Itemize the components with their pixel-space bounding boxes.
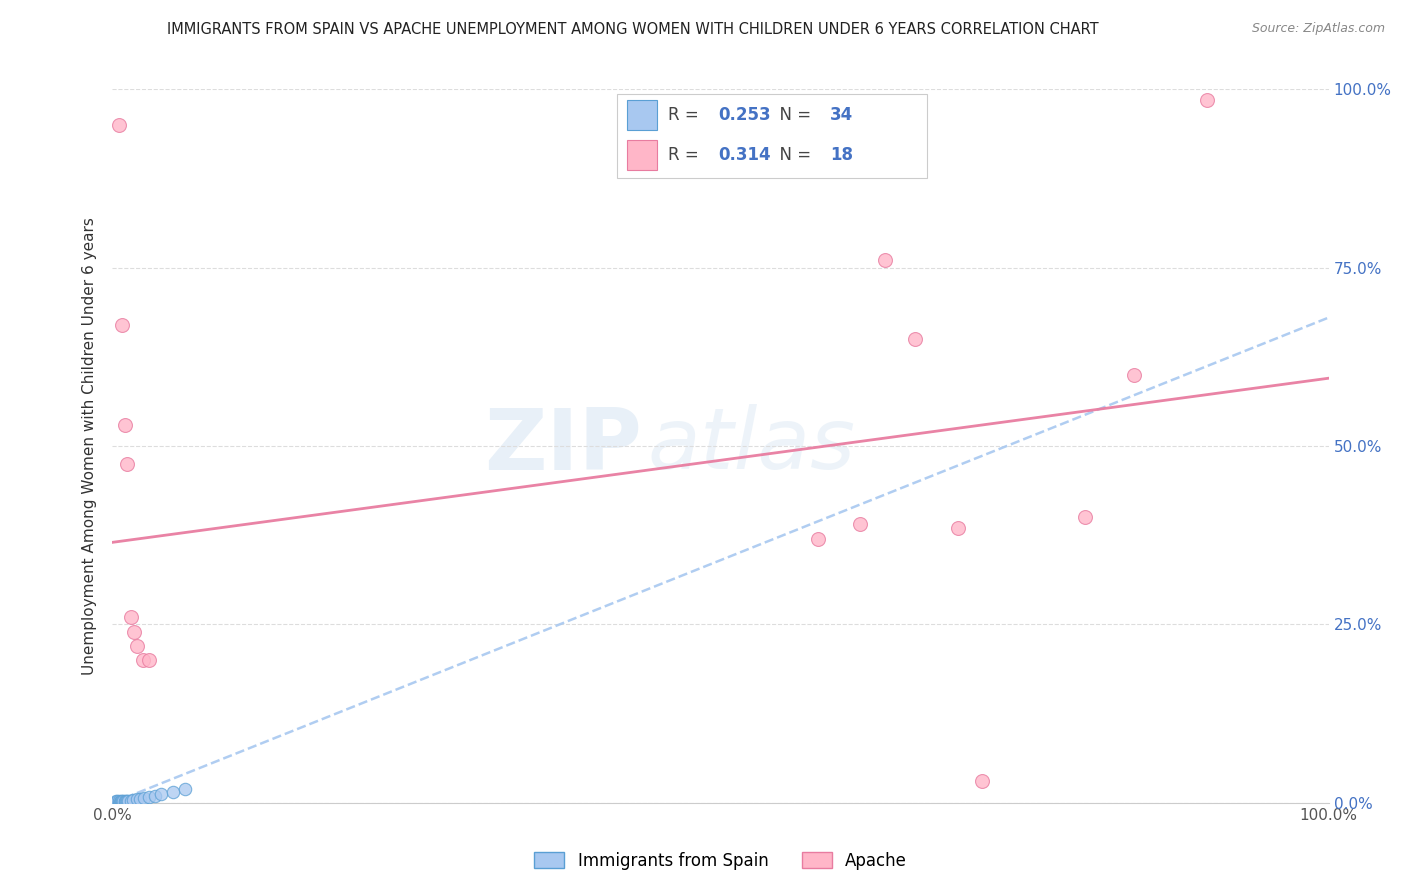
Text: 18: 18	[830, 145, 853, 164]
Point	[112, 794, 135, 808]
Point	[108, 795, 131, 809]
Text: 0.314: 0.314	[718, 145, 770, 164]
Point	[120, 794, 142, 808]
Point	[108, 796, 131, 810]
Point	[107, 794, 129, 808]
Point	[115, 457, 138, 471]
Point	[104, 796, 127, 810]
Point	[873, 253, 896, 268]
Point	[105, 796, 128, 810]
Point	[114, 794, 136, 808]
Point	[114, 417, 136, 432]
Text: N =: N =	[769, 106, 817, 124]
Point	[120, 610, 142, 624]
Point	[125, 792, 148, 806]
Point	[103, 796, 125, 810]
Point	[105, 794, 128, 808]
Point	[115, 794, 138, 808]
Point	[1074, 510, 1097, 524]
Point	[114, 795, 136, 809]
Point	[122, 793, 145, 807]
Point	[125, 639, 148, 653]
FancyBboxPatch shape	[627, 101, 658, 130]
Text: 0.253: 0.253	[718, 106, 770, 124]
Y-axis label: Unemployment Among Women with Children Under 6 years: Unemployment Among Women with Children U…	[82, 217, 97, 675]
Point	[150, 787, 173, 801]
Point	[970, 774, 993, 789]
Point	[129, 791, 152, 805]
Point	[807, 532, 830, 546]
Point	[132, 653, 155, 667]
Text: atlas: atlas	[648, 404, 856, 488]
Point	[946, 521, 969, 535]
Text: R =: R =	[668, 145, 704, 164]
Point	[143, 789, 166, 803]
Point	[111, 794, 134, 808]
Point	[115, 794, 138, 808]
Text: Source: ZipAtlas.com: Source: ZipAtlas.com	[1251, 22, 1385, 36]
Point	[104, 796, 127, 810]
Point	[138, 653, 160, 667]
Point	[117, 794, 139, 808]
Text: N =: N =	[769, 145, 817, 164]
Point	[162, 785, 184, 799]
Point	[107, 796, 129, 810]
Text: 34: 34	[830, 106, 853, 124]
Point	[174, 781, 197, 796]
Point	[107, 795, 129, 809]
Legend: Immigrants from Spain, Apache: Immigrants from Spain, Apache	[527, 846, 914, 877]
Point	[138, 790, 160, 805]
Point	[111, 795, 134, 809]
Point	[1123, 368, 1146, 382]
Text: IMMIGRANTS FROM SPAIN VS APACHE UNEMPLOYMENT AMONG WOMEN WITH CHILDREN UNDER 6 Y: IMMIGRANTS FROM SPAIN VS APACHE UNEMPLOY…	[167, 22, 1098, 37]
Point	[105, 796, 128, 810]
FancyBboxPatch shape	[627, 140, 658, 170]
Point	[105, 794, 128, 808]
Point	[124, 624, 146, 639]
Text: R =: R =	[668, 106, 704, 124]
Point	[849, 517, 872, 532]
Point	[1195, 93, 1218, 107]
Point	[111, 318, 134, 332]
Point	[105, 795, 128, 809]
Point	[105, 796, 128, 810]
Point	[110, 794, 132, 808]
Point	[132, 790, 155, 805]
FancyBboxPatch shape	[617, 95, 928, 178]
Point	[107, 118, 129, 132]
Point	[904, 332, 927, 346]
Text: ZIP: ZIP	[484, 404, 641, 488]
Point	[110, 795, 132, 809]
